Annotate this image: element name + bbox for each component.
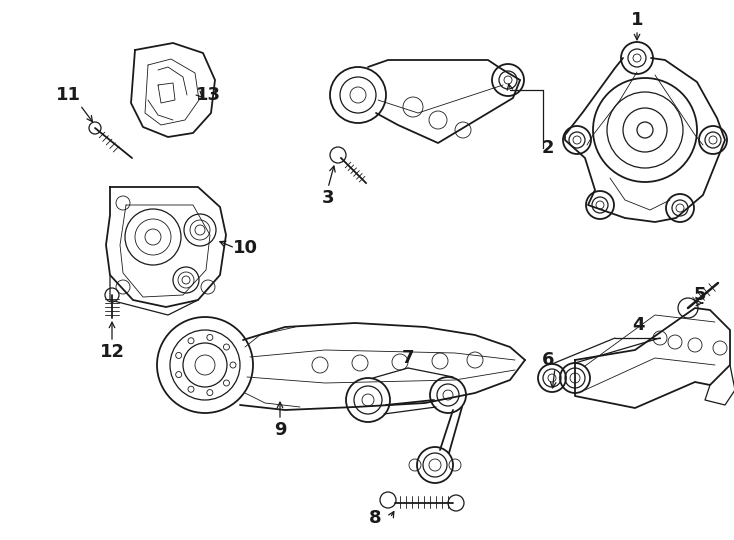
Text: 10: 10 [233,239,258,257]
Text: 1: 1 [631,11,643,29]
Text: 7: 7 [401,349,414,367]
Text: 4: 4 [632,316,644,334]
Text: 3: 3 [321,189,334,207]
Text: 11: 11 [56,86,81,104]
Text: 6: 6 [542,351,554,369]
Text: 5: 5 [694,286,706,304]
Text: 13: 13 [195,86,220,104]
Text: 12: 12 [100,343,125,361]
Text: 8: 8 [368,509,381,527]
Text: 9: 9 [274,421,286,439]
Text: 2: 2 [542,139,554,157]
